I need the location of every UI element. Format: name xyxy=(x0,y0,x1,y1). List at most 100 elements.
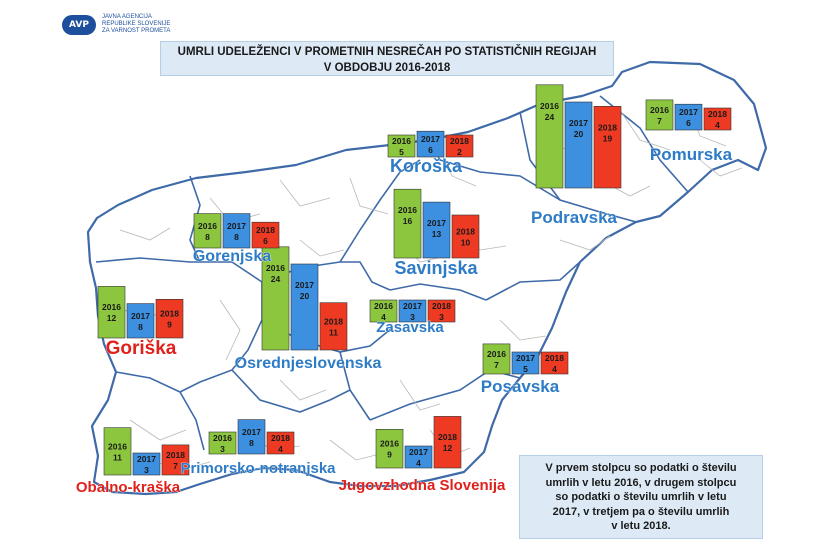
bar-2018 xyxy=(445,134,474,158)
bar-value-label: 3 xyxy=(144,465,149,475)
bar-value-label: 8 xyxy=(138,322,143,332)
bar-value-label: 8 xyxy=(205,232,210,242)
region-border-line xyxy=(95,257,232,263)
bar-2016 xyxy=(369,299,398,323)
bar-value-label: 10 xyxy=(461,238,471,248)
bar-value-label: 3 xyxy=(439,312,444,322)
bar-value-label: 5 xyxy=(399,147,404,157)
bar-year-label: 2016 xyxy=(198,221,217,231)
bar-year-label: 2018 xyxy=(708,109,727,119)
bar-value-label: 7 xyxy=(173,461,178,471)
bar-2017 xyxy=(511,351,540,375)
bar-2017 xyxy=(398,299,427,323)
bar-value-label: 19 xyxy=(603,133,613,143)
bar-value-label: 4 xyxy=(381,312,386,322)
region-label: Savinjska xyxy=(394,258,478,278)
bar-value-label: 4 xyxy=(552,364,557,374)
municipality-line xyxy=(699,159,743,177)
bar-value-label: 24 xyxy=(271,274,281,284)
bar-value-label: 11 xyxy=(113,452,122,462)
bar-year-label: 2018 xyxy=(545,353,564,363)
bar-2016 xyxy=(97,286,126,339)
region-label: Primorsko-notranjska xyxy=(180,460,336,477)
bar-year-label: 2018 xyxy=(456,227,475,237)
bar-value-label: 4 xyxy=(278,444,283,454)
logo-line: JAVNA AGENCIJA xyxy=(102,14,152,20)
bar-value-label: 9 xyxy=(167,320,172,330)
chart-title: UMRLI UDELEŽENCI V PROMETNIH NESREČAH PO… xyxy=(160,41,614,76)
bar-year-label: 2016 xyxy=(540,101,559,111)
bar-2016 xyxy=(103,427,132,476)
bar-2016 xyxy=(393,188,422,259)
bar-year-label: 2017 xyxy=(569,118,588,128)
bar-year-label: 2016 xyxy=(380,439,399,449)
municipality-line xyxy=(399,379,441,411)
title-line-2: V OBDOBJU 2016-2018 xyxy=(323,62,451,74)
legend-note: V prvem stolpcu so podatki o številu umr… xyxy=(519,455,763,539)
bar-year-label: 2018 xyxy=(598,122,617,132)
region-label: Gorenjska xyxy=(193,248,271,265)
bar-2017 xyxy=(416,130,445,158)
note-line: umrlih v letu 2016, v drugem stolpcu xyxy=(545,476,737,489)
bar-2017 xyxy=(404,445,433,469)
municipality-line xyxy=(619,109,671,151)
region-border-line xyxy=(231,369,351,413)
bar-2018 xyxy=(155,298,184,339)
municipality-line xyxy=(129,419,187,441)
bar-year-label: 2018 xyxy=(438,432,457,442)
region-label: Podravska xyxy=(531,208,618,227)
bar-year-label: 2017 xyxy=(242,427,261,437)
bar-value-label: 6 xyxy=(263,236,268,246)
bar-value-label: 3 xyxy=(410,312,415,322)
bar-value-label: 3 xyxy=(220,444,225,454)
region-label: Obalno-kraška xyxy=(76,479,181,496)
bar-year-label: 2018 xyxy=(256,225,275,235)
bar-year-label: 2016 xyxy=(266,263,285,273)
region-label: Posavska xyxy=(481,377,560,396)
bar-value-label: 8 xyxy=(234,232,239,242)
bar-year-label: 2017 xyxy=(227,221,246,231)
bar-2016 xyxy=(645,99,674,131)
region-border-line xyxy=(115,371,205,451)
bar-year-label: 2016 xyxy=(398,205,417,215)
bar-value-label: 8 xyxy=(249,438,254,448)
logo-line: ZA VARNOST PROMETA xyxy=(102,28,171,34)
bar-2018 xyxy=(703,107,732,131)
logo: AVP JAVNA AGENCIJA REPUBLIKE SLOVENIJE Z… xyxy=(62,14,170,35)
bar-value-label: 20 xyxy=(574,129,584,139)
bar-value-label: 6 xyxy=(428,145,433,155)
bar-year-label: 2018 xyxy=(271,433,290,443)
bar-year-label: 2018 xyxy=(450,136,469,146)
bar-year-label: 2016 xyxy=(374,301,393,311)
bar-year-label: 2016 xyxy=(102,302,121,312)
bar-year-label: 2017 xyxy=(421,134,440,144)
bar-year-label: 2017 xyxy=(427,218,446,228)
bar-value-label: 11 xyxy=(329,327,338,337)
bar-2016 xyxy=(193,213,222,249)
logo-mark: AVP xyxy=(62,14,96,35)
bar-2018 xyxy=(161,444,190,476)
bar-value-label: 2 xyxy=(457,147,462,157)
bar-2016 xyxy=(375,428,404,469)
note-line: 2017, v tretjem pa o številu umrlih xyxy=(552,505,730,518)
bar-value-label: 4 xyxy=(416,458,421,468)
bar-year-label: 2018 xyxy=(324,316,343,326)
bar-value-label: 7 xyxy=(657,116,662,126)
bar-value-label: 12 xyxy=(107,313,117,323)
bar-value-label: 5 xyxy=(523,364,528,374)
bar-year-label: 2018 xyxy=(166,450,185,460)
bar-2017 xyxy=(564,101,593,189)
bar-year-label: 2016 xyxy=(487,349,506,359)
bar-2018 xyxy=(427,299,456,323)
bar-2018 xyxy=(319,302,348,351)
bar-value-label: 12 xyxy=(443,443,453,453)
bar-2017 xyxy=(674,103,703,131)
bar-value-label: 7 xyxy=(494,360,499,370)
